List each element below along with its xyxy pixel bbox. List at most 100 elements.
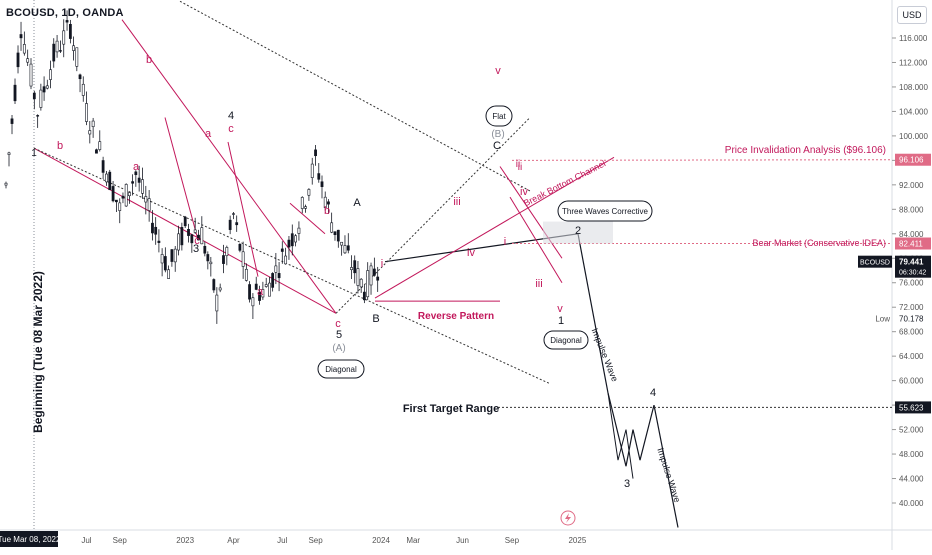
candle-body xyxy=(187,229,190,236)
candle xyxy=(372,257,376,277)
candle-body xyxy=(238,243,242,251)
candle-body xyxy=(10,118,14,124)
wave-label-2: 2 xyxy=(575,225,581,237)
candle xyxy=(297,221,301,241)
channel-lower-line xyxy=(33,147,337,314)
time-axis[interactable]: Jul Sep 2023 Apr Jul Sep 2024 Mar Jun Sep 2025 Tue … xyxy=(0,531,587,547)
candle-body xyxy=(13,84,17,102)
candle-body xyxy=(330,222,334,233)
wave-label-A: A xyxy=(353,197,361,209)
diagonal-d-line xyxy=(499,166,563,259)
candle xyxy=(111,180,115,203)
candle-body xyxy=(91,120,95,127)
candle xyxy=(78,73,82,93)
candle-body xyxy=(101,160,105,173)
candle-body xyxy=(75,47,79,67)
candle xyxy=(307,188,311,201)
diagonal-e-line xyxy=(509,196,563,283)
candle xyxy=(157,229,161,253)
candle xyxy=(290,224,294,256)
candle xyxy=(366,262,370,301)
candle-body xyxy=(271,273,275,288)
three-waves-bubble-shape xyxy=(557,200,653,222)
candle xyxy=(29,58,33,90)
candle xyxy=(91,117,95,138)
last-price-badge xyxy=(895,255,931,278)
currency-button[interactable]: USD xyxy=(897,6,927,24)
candle-body xyxy=(297,227,301,234)
candle-body xyxy=(290,233,294,247)
candle-body xyxy=(274,265,278,273)
wave-label-red: iii xyxy=(535,278,542,290)
low-label: Low xyxy=(875,314,890,323)
diagonal-bubble-2: Diagonal xyxy=(543,330,589,350)
candle-body xyxy=(228,219,232,230)
wave-label-C: C xyxy=(493,140,501,152)
three-waves-bubble: Three Waves Corrective xyxy=(557,200,653,222)
candle xyxy=(137,165,141,192)
countdown-text: 06:30:42 xyxy=(899,270,926,277)
candle xyxy=(212,278,216,293)
price-tick-label: 40.000 xyxy=(899,499,924,508)
candle xyxy=(310,157,314,185)
reverse-pattern-label: Reverse Pattern xyxy=(418,311,494,322)
candle-body xyxy=(144,196,148,203)
wave-label-1b: 1 xyxy=(558,315,564,327)
candle xyxy=(197,229,200,241)
wave-label-red: i xyxy=(504,236,506,248)
candle xyxy=(42,76,46,101)
candle xyxy=(32,90,36,110)
cursor-date-label: Tue Mar 08, 2022 xyxy=(0,535,61,544)
candle xyxy=(183,215,187,229)
candle-body xyxy=(141,179,144,194)
candle xyxy=(187,223,190,243)
candle xyxy=(163,247,167,273)
candle xyxy=(248,281,251,303)
candle xyxy=(72,36,75,61)
candle-body xyxy=(55,40,59,53)
wave-label-red: v xyxy=(495,65,501,77)
wave-label-red: iv xyxy=(520,186,528,198)
candle xyxy=(320,175,324,199)
invalidation-badge-bg xyxy=(895,153,931,166)
candle xyxy=(359,277,363,293)
flat-bubble-text: Flat xyxy=(492,112,506,121)
wave-label-red: v xyxy=(557,303,563,315)
candle xyxy=(238,243,242,253)
price-tick-label: 72.000 xyxy=(899,303,924,312)
candle xyxy=(190,233,194,253)
candle-body xyxy=(369,265,373,286)
candle xyxy=(115,199,118,213)
candle xyxy=(127,192,131,204)
candle-body xyxy=(118,202,122,211)
candle-body xyxy=(108,171,112,191)
wave-label-red: ii xyxy=(516,159,520,170)
candle-body xyxy=(359,278,363,288)
corrective-zone xyxy=(543,221,613,244)
candle xyxy=(209,256,213,277)
candle xyxy=(16,45,20,74)
price-tick-label: 108.000 xyxy=(899,83,928,92)
candle-body xyxy=(157,240,161,243)
candle xyxy=(323,191,327,211)
projection-subwave xyxy=(607,392,634,479)
price-axis[interactable]: 116.000112.000108.000104.000100.00096.00… xyxy=(858,34,931,508)
time-tick-label: 2023 xyxy=(176,536,194,545)
price-tick-label: 60.000 xyxy=(899,377,924,386)
flat-bubble: Flat xyxy=(485,105,513,127)
candle-body xyxy=(304,206,307,209)
diagonal-b-line xyxy=(227,141,259,277)
candle-body xyxy=(167,269,170,279)
candle-body xyxy=(111,186,115,202)
wave-label-5: 5 xyxy=(336,329,342,341)
wave-label-3b: 3 xyxy=(624,478,630,490)
candle-body xyxy=(124,184,128,207)
lightning-icon[interactable] xyxy=(560,510,576,526)
target-badge-text: 55.623 xyxy=(899,403,924,412)
diagonal-c-line xyxy=(289,202,326,235)
target-badge-bg xyxy=(895,401,931,414)
candle xyxy=(81,76,85,102)
candle-body xyxy=(300,197,304,209)
projection-path xyxy=(384,233,679,528)
